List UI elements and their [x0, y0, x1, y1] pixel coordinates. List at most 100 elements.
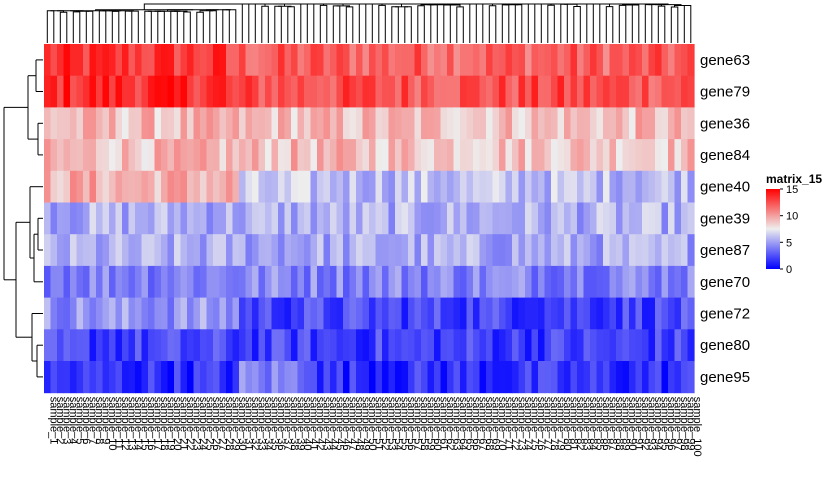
heatmap-cell [486, 44, 494, 77]
heatmap-cell [473, 75, 481, 108]
heatmap-cell [343, 202, 351, 235]
heatmap-cell [343, 44, 351, 77]
heatmap-cell [258, 75, 266, 108]
column-label: sample_7 [86, 397, 98, 445]
heatmap-cell [408, 361, 416, 394]
column-label: sample_1 [47, 397, 59, 445]
heatmap-cell [414, 202, 422, 235]
heatmap-cell [453, 329, 461, 362]
heatmap-cell [583, 44, 591, 77]
heatmap-cell [525, 234, 533, 267]
heatmap-cell [479, 265, 487, 299]
dendrogram-branch [605, 6, 614, 43]
heatmap-cell [200, 202, 208, 235]
heatmap-cell [245, 297, 253, 330]
heatmap-cell [642, 107, 650, 140]
heatmap-cell [200, 44, 208, 77]
heatmap-cell [317, 329, 325, 362]
heatmap-cell [395, 265, 403, 299]
heatmap-cell [206, 75, 214, 108]
heatmap-cell [375, 361, 383, 394]
heatmap-cell [395, 202, 403, 235]
dendrogram-branch [124, 10, 133, 43]
heatmap-cell [128, 329, 136, 362]
row-label: gene87 [700, 242, 750, 259]
heatmap-cell [102, 202, 110, 235]
heatmap-cell [681, 361, 689, 394]
heatmap-cell [629, 44, 637, 77]
heatmap-cell [310, 297, 318, 330]
column-label: sample_86 [600, 397, 612, 451]
heatmap-cell [655, 329, 663, 362]
heatmap-cell [421, 107, 429, 140]
heatmap-cell [323, 234, 331, 267]
heatmap-cell [297, 297, 305, 330]
dendrogram-branch [226, 9, 237, 43]
heatmap-cell [356, 170, 364, 203]
heatmap-cell [232, 329, 240, 362]
heatmap-cell [544, 329, 552, 362]
heatmap-cell [525, 297, 533, 330]
heatmap-cell [226, 297, 234, 330]
heatmap-cell [232, 234, 240, 267]
column-label: sample_21 [177, 397, 189, 451]
dendrogram-branch [59, 11, 68, 43]
heatmap-cell [219, 44, 227, 77]
heatmap-cell [63, 361, 71, 394]
heatmap-cell [304, 44, 312, 77]
heatmap-cell [271, 329, 279, 362]
column-label: sample_61 [437, 397, 449, 451]
heatmap-cell [674, 170, 682, 203]
heatmap-cell [252, 265, 260, 299]
heatmap-cell [148, 170, 156, 203]
heatmap-cell [453, 234, 461, 267]
heatmap-cell [408, 234, 416, 267]
column-label: sample_24 [197, 397, 209, 451]
column-label: sample_43 [320, 397, 332, 451]
column-label: sample_77 [541, 397, 553, 451]
dendrogram-branch [85, 10, 94, 43]
heatmap-cell [343, 265, 351, 299]
heatmap-cell [401, 202, 409, 235]
heatmap-cell [317, 361, 325, 394]
heatmap-cell [232, 361, 240, 394]
column-label: sample_97 [671, 397, 683, 451]
heatmap-cell [50, 44, 58, 77]
heatmap-cell [265, 297, 273, 330]
heatmap-cell [629, 170, 637, 203]
legend-title: matrix_15 [766, 172, 822, 186]
heatmap-cell [421, 297, 429, 330]
heatmap-cell [356, 139, 364, 172]
heatmap-cell [271, 75, 279, 108]
heatmap-cell [304, 234, 312, 267]
heatmap-cell [193, 139, 201, 172]
heatmap-cell [460, 234, 468, 267]
heatmap-cell [655, 297, 663, 330]
column-label: sample_73 [515, 397, 527, 451]
heatmap-cell [362, 139, 370, 172]
heatmap-cell [232, 139, 240, 172]
heatmap-cell [219, 202, 227, 235]
heatmap-cell [538, 44, 546, 77]
heatmap-cell [89, 75, 97, 108]
heatmap-cell [401, 44, 409, 77]
heatmap-cell [505, 107, 513, 140]
heatmap-cell [557, 265, 565, 299]
heatmap-cell [239, 329, 247, 362]
heatmap-cell [453, 361, 461, 394]
heatmap-cell [577, 265, 585, 299]
heatmap-cell [642, 75, 650, 108]
row-label: gene95 [700, 369, 750, 386]
heatmap-cell [356, 329, 364, 362]
heatmap-cell [252, 44, 260, 77]
heatmap-cell [317, 234, 325, 267]
heatmap-cell [518, 329, 526, 362]
heatmap-cell [499, 329, 507, 362]
heatmap-cell [492, 329, 500, 362]
heatmap-cell [512, 297, 520, 330]
column-label: sample_27 [216, 397, 228, 451]
heatmap-cell [206, 329, 214, 362]
heatmap-cell [414, 170, 422, 203]
column-label: sample_98 [678, 397, 690, 451]
dendrogram-branch [631, 4, 640, 43]
